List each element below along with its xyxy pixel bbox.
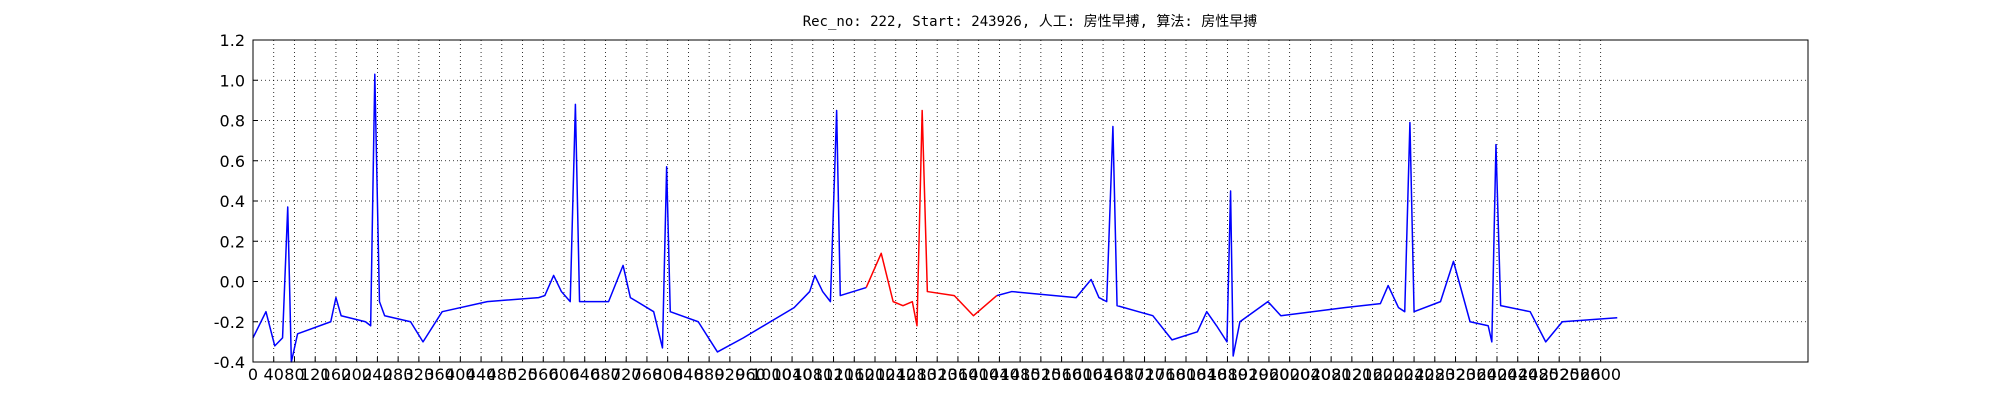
y-tick-label: -0.2	[214, 313, 245, 332]
x-tick-label: 2240	[1394, 365, 1435, 384]
y-tick-label: -0.4	[214, 353, 245, 372]
x-tick-label: 40	[264, 365, 284, 384]
x-tick-label: 720	[611, 365, 642, 384]
x-tick-label: 160	[321, 365, 352, 384]
x-tick-label: 1200	[855, 365, 896, 384]
x-tick-label: 1840	[1186, 365, 1227, 384]
ecg-line	[865, 109, 998, 327]
x-tick-label: 1720	[1124, 365, 1165, 384]
x-tick-label: 520	[507, 365, 538, 384]
x-tick-label: 1240	[875, 365, 916, 384]
x-tick-label: 1400	[958, 365, 999, 384]
x-tick-label: 2520	[1539, 365, 1580, 384]
y-tick-label: 0.8	[220, 112, 245, 131]
x-tick-label: 1320	[917, 365, 958, 384]
x-tick-label: 200	[341, 365, 372, 384]
x-tick-label: 960	[735, 365, 766, 384]
x-tick-label: 2200	[1373, 365, 1414, 384]
x-tick-label: 1800	[1166, 365, 1207, 384]
x-tick-label: 1360	[938, 365, 979, 384]
x-tick-label: 2400	[1477, 365, 1518, 384]
x-tick-label: 320	[404, 365, 435, 384]
x-tick-label: 1560	[1041, 365, 1082, 384]
x-tick-label: 2320	[1435, 365, 1476, 384]
x-tick-label: 280	[383, 365, 414, 384]
x-tick-label: 1160	[834, 365, 875, 384]
x-tick-label: 2560	[1560, 365, 1601, 384]
y-tick-label: 0.4	[220, 192, 245, 211]
y-tick-label: 0.6	[220, 152, 245, 171]
x-tick-label: 880	[694, 365, 725, 384]
y-tick-label: 0.2	[220, 232, 245, 251]
x-tick-label: 1440	[979, 365, 1020, 384]
y-tick-label: 1.0	[220, 71, 245, 90]
x-tick-label: 80	[284, 365, 304, 384]
x-tick-label: 2480	[1518, 365, 1559, 384]
y-tick-label: 0.0	[220, 273, 245, 292]
x-tick-label: 2040	[1290, 365, 1331, 384]
x-tick-label: 1760	[1145, 365, 1186, 384]
x-tick-label: 1080	[792, 365, 833, 384]
x-tick-label: 800	[652, 365, 683, 384]
x-tick-label: 840	[673, 365, 704, 384]
x-tick-label: 1120	[813, 365, 854, 384]
x-tick-label: 1640	[1083, 365, 1124, 384]
x-tick-label: 760	[632, 365, 663, 384]
x-tick-label: 0	[248, 365, 258, 384]
x-tick-label: 240	[362, 365, 393, 384]
x-tick-label: 1280	[896, 365, 937, 384]
ecg-line	[252, 73, 1618, 363]
x-tick-label: 120	[300, 365, 331, 384]
x-tick-label: 1680	[1103, 365, 1144, 384]
x-tick-label: 920	[715, 365, 746, 384]
x-tick-label: 1920	[1228, 365, 1269, 384]
chart-title: Rec_no: 222, Start: 243926, 人工: 房性早搏, 算法…	[803, 13, 1258, 30]
x-tick-label: 1000	[751, 365, 792, 384]
x-tick-label: 2280	[1414, 365, 1455, 384]
x-tick-label: 2440	[1497, 365, 1538, 384]
x-tick-label: 1960	[1249, 365, 1290, 384]
x-tick-label: 1480	[1000, 365, 1041, 384]
x-tick-label: 1520	[1021, 365, 1062, 384]
x-tick-label: 2120	[1332, 365, 1373, 384]
x-tick-label: 600	[549, 365, 580, 384]
x-tick-label: 440	[466, 365, 497, 384]
x-tick-label: 360	[424, 365, 455, 384]
y-tick-label: 1.2	[220, 31, 245, 50]
x-tick-label: 2360	[1456, 365, 1497, 384]
x-tick-label: 640	[569, 365, 600, 384]
x-tick-label: 2000	[1269, 365, 1310, 384]
x-tick-label: 480	[487, 365, 518, 384]
x-tick-label: 1600	[1062, 365, 1103, 384]
x-tick-label: 560	[528, 365, 559, 384]
x-tick-label: 2600	[1580, 365, 1621, 384]
x-tick-label: 2160	[1352, 365, 1393, 384]
x-tick-label: 2080	[1311, 365, 1352, 384]
x-tick-label: 680	[590, 365, 621, 384]
x-tick-label: 400	[445, 365, 476, 384]
x-tick-label: 1880	[1207, 365, 1248, 384]
plot-frame	[252, 39, 1809, 363]
x-tick-label: 1040	[772, 365, 813, 384]
